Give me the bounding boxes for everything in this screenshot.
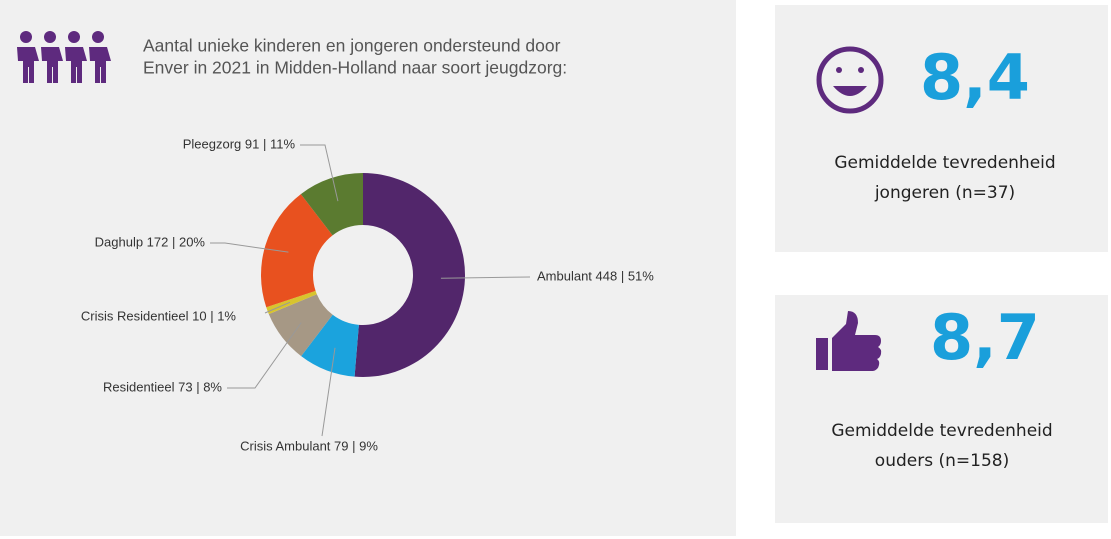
leader-line [321, 347, 336, 437]
donut-slice [266, 290, 317, 315]
donut-slice [301, 314, 359, 377]
card-caption: Gemiddelde tevredenheid [834, 153, 1055, 173]
slice-label: Daghulp 172 | 20% [95, 234, 206, 249]
smiley-icon [816, 46, 884, 114]
card-caption: ouders (n=158) [875, 451, 1009, 471]
score: 8,4 [920, 41, 1030, 114]
leader-line [227, 322, 302, 389]
leader-line [264, 301, 291, 314]
slice-label: Ambulant 448 | 51% [537, 268, 654, 283]
slice-label: Residentieel 73 | 8% [103, 379, 222, 394]
donut-slice [261, 194, 333, 308]
thumbs-up-icon [816, 311, 882, 371]
card-caption: Gemiddelde tevredenheid [831, 421, 1052, 441]
card-panel [775, 5, 1108, 252]
slice-label: Pleegzorg 91 | 11% [183, 136, 296, 151]
card-panel [775, 295, 1108, 523]
leader-line [300, 144, 339, 202]
card-caption: jongeren (n=37) [874, 183, 1015, 203]
donut-slice [300, 173, 363, 236]
leader-line [210, 242, 289, 253]
chart-title: Aantal unieke kinderen en jongeren onder… [143, 36, 561, 56]
score: 8,7 [930, 301, 1040, 374]
donut-slice [268, 294, 333, 357]
people-icon [17, 31, 111, 83]
slice-label: Crisis Residentieel 10 | 1% [81, 308, 237, 323]
chart-title: Enver in 2021 in Midden-Holland naar soo… [143, 58, 567, 78]
slice-label: Crisis Ambulant 79 | 9% [240, 438, 378, 453]
chart-panel [0, 0, 736, 536]
leader-line [440, 276, 531, 279]
donut-slice [354, 173, 465, 377]
